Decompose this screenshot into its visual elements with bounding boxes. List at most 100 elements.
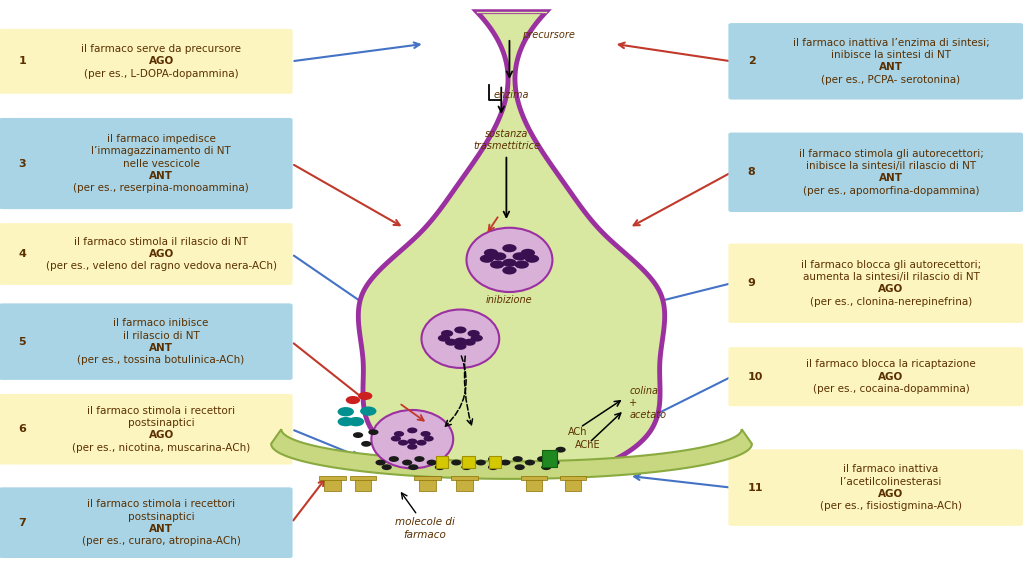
Text: ANT: ANT: [149, 524, 173, 534]
Circle shape: [480, 255, 494, 263]
Text: AGO: AGO: [879, 489, 903, 499]
FancyBboxPatch shape: [0, 118, 293, 209]
Bar: [419, 478, 436, 491]
Circle shape: [490, 260, 504, 269]
Text: 11: 11: [748, 482, 763, 493]
Bar: [489, 456, 501, 468]
Text: (per es., reserpina-monoammina): (per es., reserpina-monoammina): [74, 183, 249, 193]
Text: ACh: ACh: [568, 427, 587, 437]
Text: (per es., apomorfina-dopammina): (per es., apomorfina-dopammina): [803, 186, 979, 196]
Circle shape: [542, 451, 552, 457]
Circle shape: [348, 417, 364, 426]
Circle shape: [427, 460, 437, 465]
Text: 5: 5: [18, 336, 26, 347]
Text: ANT: ANT: [149, 343, 173, 353]
Circle shape: [338, 417, 354, 426]
Circle shape: [368, 429, 379, 435]
Text: AGO: AGO: [148, 430, 174, 440]
Circle shape: [391, 436, 401, 442]
Text: l’acetilcolinesterasi: l’acetilcolinesterasi: [840, 477, 942, 486]
Text: il farmaco blocca gli autorecettori;: il farmaco blocca gli autorecettori;: [801, 260, 981, 270]
Circle shape: [492, 252, 506, 260]
Circle shape: [468, 330, 480, 337]
Circle shape: [454, 326, 466, 333]
Circle shape: [407, 444, 417, 450]
Circle shape: [402, 460, 412, 465]
Circle shape: [445, 339, 457, 346]
Text: 10: 10: [748, 371, 763, 382]
Text: 6: 6: [18, 424, 27, 434]
Text: (per es., curaro, atropina-ACh): (per es., curaro, atropina-ACh): [82, 536, 240, 546]
Text: AGO: AGO: [148, 249, 174, 259]
Text: il farmaco serve da precursore: il farmaco serve da precursore: [81, 44, 241, 54]
Bar: [560, 476, 586, 480]
Circle shape: [502, 259, 517, 267]
Text: sostanza
trasmettitrice: sostanza trasmettitrice: [473, 129, 540, 151]
Circle shape: [375, 460, 386, 465]
Text: l’immagazzinamento di NT: l’immagazzinamento di NT: [91, 146, 231, 157]
Circle shape: [549, 460, 560, 465]
Bar: [350, 476, 376, 480]
Circle shape: [416, 440, 427, 446]
Circle shape: [407, 427, 417, 433]
Bar: [324, 478, 341, 491]
Text: il farmaco stimola gli autorecettori;: il farmaco stimola gli autorecettori;: [799, 149, 983, 159]
Text: ANT: ANT: [879, 62, 903, 72]
Text: 9: 9: [748, 278, 756, 288]
Text: postsinaptici: postsinaptici: [128, 418, 194, 428]
Text: il farmaco inibisce: il farmaco inibisce: [114, 318, 209, 328]
Ellipse shape: [466, 228, 552, 292]
FancyBboxPatch shape: [0, 223, 293, 285]
Circle shape: [394, 431, 404, 437]
FancyBboxPatch shape: [728, 347, 1023, 406]
Circle shape: [500, 460, 510, 465]
Circle shape: [454, 343, 466, 350]
Circle shape: [537, 456, 547, 462]
Circle shape: [398, 440, 408, 446]
Text: (per es., cocaina-dopammina): (per es., cocaina-dopammina): [812, 384, 970, 394]
Circle shape: [454, 338, 466, 345]
Circle shape: [439, 456, 449, 462]
Ellipse shape: [371, 410, 453, 468]
Text: enzima: enzima: [493, 89, 529, 100]
Circle shape: [521, 249, 535, 257]
Bar: [565, 478, 581, 491]
Text: inibisce la sintesi/il rilascio di NT: inibisce la sintesi/il rilascio di NT: [806, 161, 976, 171]
FancyBboxPatch shape: [0, 487, 293, 558]
Text: (per es., veleno del ragno vedova nera-ACh): (per es., veleno del ragno vedova nera-A…: [46, 261, 276, 272]
Text: (per es., clonina-nerepinefrina): (per es., clonina-nerepinefrina): [810, 297, 972, 307]
Circle shape: [441, 330, 453, 337]
Circle shape: [488, 456, 498, 462]
Circle shape: [463, 456, 474, 462]
Circle shape: [515, 260, 529, 269]
FancyBboxPatch shape: [728, 23, 1023, 100]
Polygon shape: [358, 12, 665, 475]
Text: 8: 8: [748, 167, 756, 178]
Circle shape: [513, 252, 527, 260]
Text: (per es., tossina botulinica-ACh): (per es., tossina botulinica-ACh): [78, 355, 244, 365]
Text: inibisce la sintesi di NT: inibisce la sintesi di NT: [831, 50, 951, 60]
Bar: [462, 456, 475, 468]
Bar: [355, 478, 371, 491]
Circle shape: [389, 456, 399, 462]
Circle shape: [525, 255, 539, 263]
Text: il farmaco inattiva l’enzima di sintesi;: il farmaco inattiva l’enzima di sintesi;: [793, 38, 989, 48]
Text: (per es., fisiostigmina-ACh): (per es., fisiostigmina-ACh): [820, 501, 962, 511]
FancyBboxPatch shape: [0, 29, 293, 93]
Text: 7: 7: [18, 517, 27, 528]
Circle shape: [420, 431, 431, 437]
Circle shape: [461, 464, 472, 470]
Circle shape: [435, 464, 445, 470]
Circle shape: [476, 460, 486, 465]
Circle shape: [502, 266, 517, 274]
Circle shape: [338, 407, 354, 416]
Ellipse shape: [421, 310, 499, 368]
Circle shape: [361, 441, 371, 447]
Text: colina
+
acetato: colina + acetato: [629, 387, 666, 419]
Text: il farmaco blocca la ricaptazione: il farmaco blocca la ricaptazione: [806, 359, 976, 370]
Circle shape: [408, 464, 418, 470]
FancyBboxPatch shape: [728, 244, 1023, 323]
Circle shape: [484, 249, 498, 257]
Text: 1: 1: [18, 56, 27, 67]
Circle shape: [502, 244, 517, 252]
